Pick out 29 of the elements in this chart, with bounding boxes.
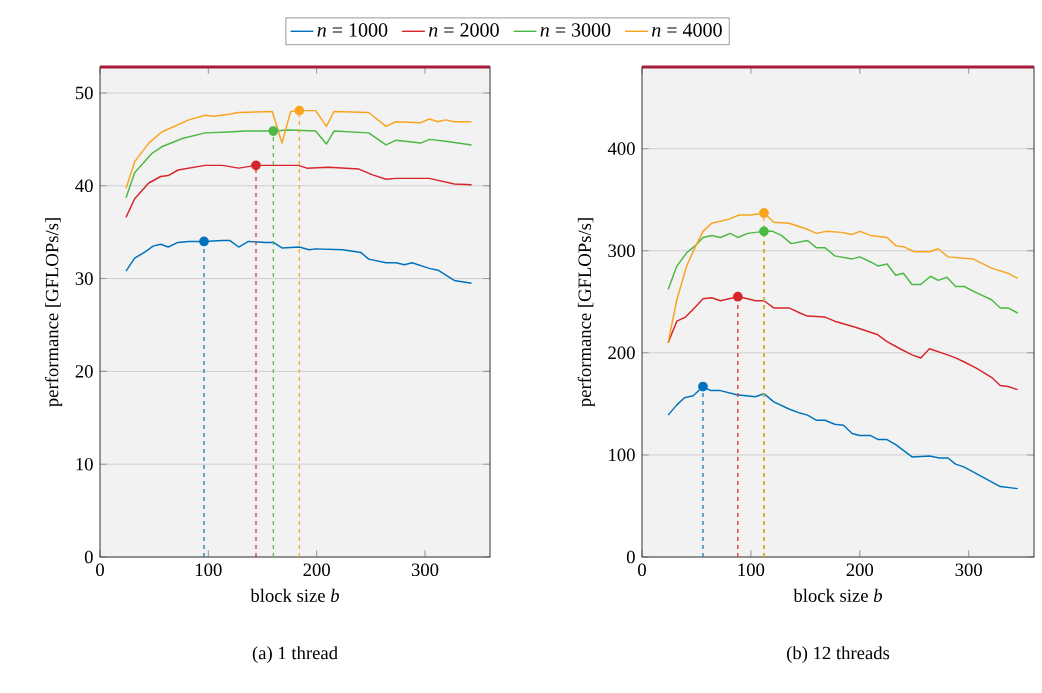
- y-tick-label: 300: [608, 244, 635, 258]
- x-tick-label: 0: [638, 563, 646, 577]
- legend-label: n = 4000: [652, 23, 722, 37]
- legend-label: n = 2000: [428, 23, 499, 37]
- y-tick-label: 10: [76, 457, 93, 471]
- x-tick-label: 100: [738, 563, 765, 577]
- legend-label: n = 1000: [317, 23, 388, 37]
- x-tick-label: 300: [411, 563, 439, 577]
- x-axis-title: block size b: [793, 588, 883, 602]
- text: (a) 1 thread: [252, 646, 338, 664]
- y-axis-title: performance [GFLOPs/s]: [45, 218, 63, 407]
- y-tick-label: 0: [626, 550, 635, 564]
- y-tick-label: 100: [609, 448, 635, 462]
- x-axis-title: block size b: [250, 588, 340, 602]
- x-tick-label: 100: [195, 563, 222, 577]
- x-tick-label: 0: [96, 563, 104, 577]
- text: (b) 12 threads: [786, 646, 890, 664]
- x-tick-label: 200: [846, 563, 874, 577]
- legend-label: n = 3000: [540, 23, 611, 37]
- y-tick-label: 400: [607, 142, 635, 155]
- y-axis-title: performance [GFLOPs/s]: [577, 218, 595, 407]
- x-tick-label: 300: [955, 563, 982, 577]
- y-tick-label: 200: [608, 346, 635, 360]
- x-tick-label: 200: [303, 563, 330, 577]
- y-tick-label: 30: [75, 272, 93, 285]
- y-tick-label: 50: [75, 86, 93, 100]
- y-tick-label: 20: [75, 365, 93, 378]
- y-tick-label: 0: [84, 550, 93, 564]
- y-tick-label: 40: [75, 179, 93, 193]
